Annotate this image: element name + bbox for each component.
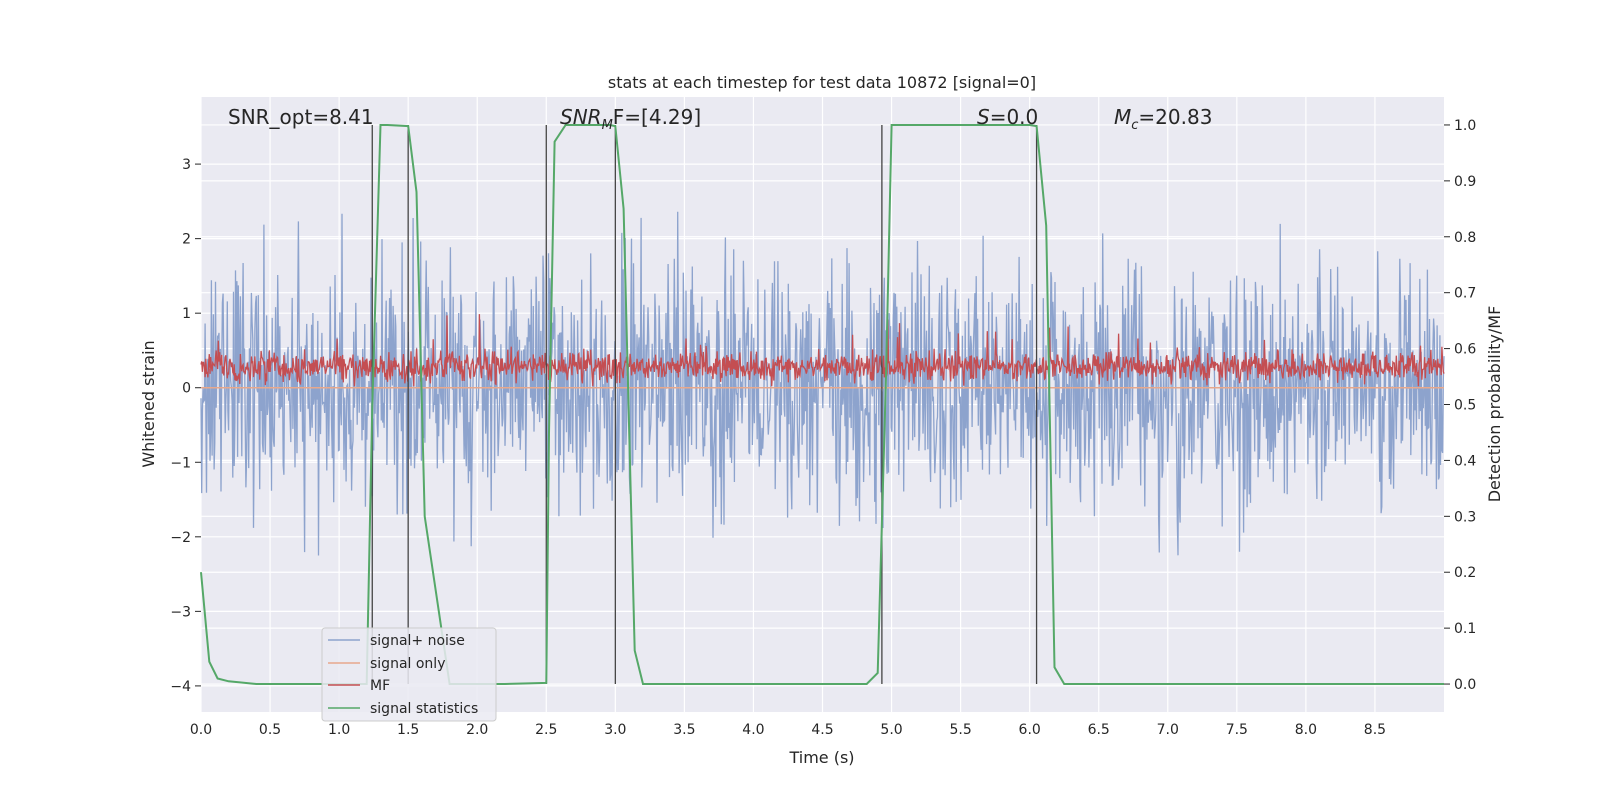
annotation-snr-opt: SNR_opt=8.41 (228, 105, 374, 129)
series-signal-statistics (200, 124, 1444, 685)
y-right-tick-label: 0.9 (1454, 174, 1476, 190)
annotation-mc: Mc=20.83 (1114, 105, 1212, 133)
x-tick-label: 3.5 (673, 722, 695, 738)
annotation-snr-mf-rest: F=[4.29] (613, 105, 701, 129)
annotation-mc-rest: =20.83 (1138, 105, 1212, 129)
legend: signal+ noise signal only MF signal stat… (321, 627, 497, 722)
y-axis-label: Whitened strain (139, 340, 158, 467)
y-right-tick-label: 0.8 (1454, 230, 1476, 246)
y-right-tick-label: 0.5 (1454, 398, 1476, 414)
legend-label-signal-only: signal only (370, 656, 445, 672)
legend-label-signal-noise: signal+ noise (370, 633, 465, 649)
x-tick-label: 4.5 (811, 722, 833, 738)
y-right-tick-label: 0.0 (1454, 677, 1476, 693)
annotation-s: S=0.0 (977, 105, 1038, 129)
y-tick-label: 2 (182, 232, 191, 248)
x-tick-label: 7.5 (1226, 722, 1248, 738)
annotation-mc-sub: c (1131, 118, 1138, 133)
annotation-snr-mf-sub: M (602, 118, 613, 133)
x-tick-label: 8.0 (1295, 722, 1317, 738)
x-axis-ticks: 0.0 0.5 1.0 1.5 2.0 2.5 3.0 3.5 4.0 4.5 5.0 5.5 6.0 6… (190, 722, 1386, 738)
y-right-tick-label: 0.6 (1454, 342, 1476, 358)
x-tick-label: 1.5 (397, 722, 419, 738)
annotation-s-main: S (977, 105, 990, 129)
x-tick-label: 6.0 (1019, 722, 1041, 738)
x-tick-label: 8.5 (1364, 722, 1386, 738)
x-axis-label: Time (s) (788, 748, 854, 767)
y-tick-label: −3 (170, 604, 191, 620)
y-right-tick-label: 0.1 (1454, 621, 1476, 637)
x-tick-label: 7.0 (1157, 722, 1179, 738)
y-tick-label: −1 (170, 455, 191, 471)
y-tick-label: 3 (182, 157, 191, 173)
y-right-tick-label: 0.7 (1454, 286, 1476, 302)
chart-title: stats at each timestep for test data 108… (608, 73, 1036, 92)
y-tick-label: −2 (170, 530, 191, 546)
x-tick-label: 0.5 (259, 722, 281, 738)
x-tick-label: 4.0 (742, 722, 764, 738)
annotation-snr-mf-main: SNR (560, 105, 602, 129)
y-tick-label: −4 (170, 679, 191, 695)
annotation-mc-main: M (1114, 105, 1131, 129)
x-tick-label: 1.0 (328, 722, 350, 738)
legend-label-signal-statistics: signal statistics (370, 701, 478, 717)
y-right-tick-label: 1.0 (1454, 118, 1476, 134)
x-tick-label: 0.0 (190, 722, 212, 738)
annotation-snr-mf: SNRMF=[4.29] (560, 105, 701, 133)
line-signal-statistics (200, 124, 1444, 685)
x-tick-label: 3.0 (604, 722, 626, 738)
x-tick-label: 6.5 (1088, 722, 1110, 738)
y-tick-label: 1 (182, 306, 191, 322)
x-tick-label: 5.5 (949, 722, 971, 738)
y-axis-ticks: 3 2 1 0 −1 −2 −3 −4 (170, 157, 201, 695)
annotation-s-rest: =0.0 (990, 105, 1039, 129)
y-right-tick-label: 0.4 (1454, 453, 1476, 469)
x-tick-label: 2.5 (535, 722, 557, 738)
x-tick-label: 5.0 (880, 722, 902, 738)
y-tick-label: 0 (182, 381, 191, 397)
legend-label-mf: MF (370, 678, 390, 694)
y-right-tick-label: 0.3 (1454, 509, 1476, 525)
vertical-markers (371, 124, 1038, 685)
y-right-axis-label: Detection probability/MF (1485, 306, 1504, 503)
y-right-axis-ticks: 1.0 0.9 0.8 0.7 0.6 0.5 0.4 0.3 0.2 0.1 0.0 (1444, 118, 1476, 693)
legend-box (321, 627, 497, 722)
y-right-tick-label: 0.2 (1454, 565, 1476, 581)
x-tick-label: 2.0 (466, 722, 488, 738)
